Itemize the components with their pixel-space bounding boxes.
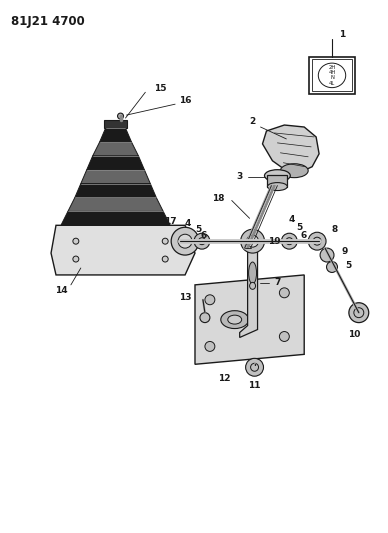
- Polygon shape: [61, 212, 170, 225]
- Text: 8: 8: [332, 225, 338, 234]
- Bar: [312, 60, 352, 91]
- Text: 1: 1: [339, 30, 345, 39]
- Polygon shape: [263, 125, 319, 173]
- Polygon shape: [100, 128, 132, 142]
- Ellipse shape: [228, 315, 242, 324]
- Text: 17: 17: [164, 217, 177, 226]
- Bar: [267, 175, 288, 187]
- Circle shape: [320, 248, 334, 262]
- Polygon shape: [51, 225, 195, 275]
- Circle shape: [349, 303, 369, 322]
- Circle shape: [281, 233, 297, 249]
- Circle shape: [194, 233, 210, 249]
- Text: 9: 9: [342, 247, 348, 256]
- Circle shape: [247, 235, 258, 247]
- Polygon shape: [87, 156, 144, 169]
- Circle shape: [279, 332, 289, 342]
- Polygon shape: [81, 169, 150, 183]
- Circle shape: [178, 234, 192, 248]
- Circle shape: [200, 313, 210, 322]
- Text: 6: 6: [300, 231, 307, 240]
- Text: 2H
4H
N
4L: 2H 4H N 4L: [328, 65, 336, 86]
- Text: 16: 16: [179, 96, 191, 104]
- Text: 5: 5: [345, 261, 351, 270]
- Text: 5: 5: [195, 225, 201, 234]
- Text: 15: 15: [154, 84, 166, 93]
- Ellipse shape: [249, 282, 256, 289]
- Circle shape: [73, 238, 79, 244]
- Circle shape: [118, 113, 123, 119]
- Circle shape: [279, 288, 289, 298]
- Text: 6: 6: [201, 231, 207, 240]
- Text: 3: 3: [237, 172, 243, 181]
- Polygon shape: [104, 120, 128, 128]
- Circle shape: [73, 256, 79, 262]
- Circle shape: [205, 342, 215, 351]
- Circle shape: [162, 238, 168, 244]
- Circle shape: [246, 358, 263, 376]
- Circle shape: [241, 229, 265, 253]
- Circle shape: [162, 256, 168, 262]
- Text: 7: 7: [274, 278, 281, 287]
- Text: 10: 10: [348, 330, 360, 339]
- Text: 19: 19: [268, 237, 281, 246]
- Circle shape: [205, 295, 215, 305]
- Polygon shape: [240, 243, 258, 337]
- Circle shape: [171, 227, 199, 255]
- Bar: [309, 56, 355, 94]
- Text: 18: 18: [211, 194, 224, 203]
- Ellipse shape: [281, 164, 308, 177]
- Text: 2: 2: [249, 117, 256, 126]
- Polygon shape: [75, 183, 156, 198]
- Circle shape: [327, 262, 338, 272]
- Text: 11: 11: [248, 381, 261, 390]
- Text: 4: 4: [185, 219, 191, 228]
- Polygon shape: [93, 142, 139, 156]
- Ellipse shape: [221, 311, 249, 328]
- Circle shape: [308, 232, 326, 250]
- Text: 4: 4: [288, 215, 294, 224]
- Ellipse shape: [267, 183, 288, 191]
- Text: 14: 14: [55, 286, 67, 295]
- Text: 13: 13: [179, 293, 191, 302]
- Text: 5: 5: [296, 223, 302, 232]
- Polygon shape: [68, 198, 163, 212]
- Text: 12: 12: [218, 374, 231, 383]
- Polygon shape: [195, 275, 304, 364]
- Ellipse shape: [249, 262, 256, 284]
- Text: 81J21 4700: 81J21 4700: [11, 15, 85, 28]
- Ellipse shape: [265, 169, 290, 182]
